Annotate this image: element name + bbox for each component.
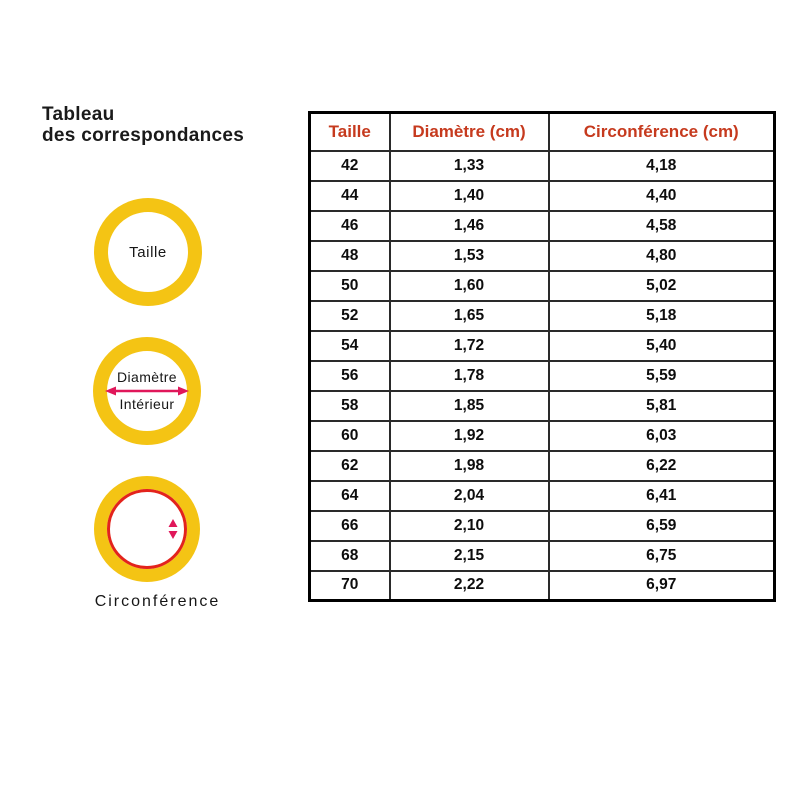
column-header: Circonférence (cm) <box>547 111 776 152</box>
table-cell: 42 <box>308 149 391 182</box>
column-header: Taille <box>308 111 391 152</box>
table-row: 48 1,53 4,80 <box>308 239 776 272</box>
table-cell: 1,53 <box>388 239 550 272</box>
table-row: 44 1,40 4,40 <box>308 179 776 212</box>
page-title-line2: des correspondances <box>42 125 245 146</box>
table-header: Taille Diamètre (cm) Circonférence (cm) <box>308 111 776 152</box>
table-row: 42 1,33 4,18 <box>308 149 776 182</box>
table-cell: 2,10 <box>388 509 550 542</box>
table-cell: 60 <box>308 419 391 452</box>
table-cell: 6,75 <box>547 539 776 572</box>
table-row: 60 1,92 6,03 <box>308 419 776 452</box>
table-row: 70 2,22 6,97 <box>308 569 776 602</box>
table-cell: 6,59 <box>547 509 776 542</box>
table-cell: 70 <box>308 569 391 602</box>
correspondence-table: Taille Diamètre (cm) Circonférence (cm) 42… <box>308 111 776 602</box>
table-row: 50 1,60 5,02 <box>308 269 776 302</box>
table-row: 56 1,78 5,59 <box>308 359 776 392</box>
table-cell: 1,40 <box>388 179 550 212</box>
table-cell: 54 <box>308 329 391 362</box>
table-cell: 6,97 <box>547 569 776 602</box>
table-row: 62 1,98 6,22 <box>308 449 776 482</box>
page-title: Tableau des correspondances <box>42 104 244 146</box>
table-cell: 1,98 <box>388 449 550 482</box>
table-cell: 1,78 <box>388 359 550 392</box>
table-cell: 56 <box>308 359 391 392</box>
inner-diameter-label-line1: Diamètre <box>117 369 177 385</box>
table-cell: 4,58 <box>547 209 776 242</box>
table-cell: 66 <box>308 509 391 542</box>
table-header-row: Taille Diamètre (cm) Circonférence (cm) <box>308 111 776 152</box>
table-cell: 5,59 <box>547 359 776 392</box>
table-cell: 1,72 <box>388 329 550 362</box>
table-cell: 5,81 <box>547 389 776 422</box>
column-header: Diamètre (cm) <box>388 111 550 152</box>
table-row: 68 2,15 6,75 <box>308 539 776 572</box>
table-cell: 6,41 <box>547 479 776 512</box>
table-cell: 50 <box>308 269 391 302</box>
table-cell: 46 <box>308 209 391 242</box>
table-body: 42 1,33 4,18 44 1,40 4,40 46 1,46 4,58 48 1,53 4,80… <box>308 149 776 602</box>
table-cell: 1,65 <box>388 299 550 332</box>
table-cell: 1,92 <box>388 419 550 452</box>
table-cell: 58 <box>308 389 391 422</box>
ring-circumference-icon <box>94 476 200 582</box>
table-cell: 2,04 <box>388 479 550 512</box>
table-cell: 1,60 <box>388 269 550 302</box>
circumference-double-arrow-icon <box>168 519 178 539</box>
table-row: 46 1,46 4,58 <box>308 209 776 242</box>
table-row: 54 1,72 5,40 <box>308 329 776 362</box>
correspondence-table-container: Taille Diamètre (cm) Circonférence (cm) 42… <box>308 111 776 602</box>
ring-size-label: Taille <box>129 243 167 261</box>
table-cell: 48 <box>308 239 391 272</box>
table-cell: 44 <box>308 179 391 212</box>
ring-inner-diameter-icon: Diamètre Intérieur <box>93 337 201 445</box>
circumference-label: Circonférence <box>94 593 221 610</box>
table-cell: 1,46 <box>388 209 550 242</box>
table-row: 52 1,65 5,18 <box>308 299 776 332</box>
table-cell: 68 <box>308 539 391 572</box>
table-row: 64 2,04 6,41 <box>308 479 776 512</box>
table-cell: 62 <box>308 449 391 482</box>
diameter-double-arrow-icon <box>105 386 189 396</box>
table-cell: 2,15 <box>388 539 550 572</box>
table-row: 58 1,85 5,81 <box>308 389 776 422</box>
table-cell: 52 <box>308 299 391 332</box>
table-cell: 6,03 <box>547 419 776 452</box>
table-cell: 5,02 <box>547 269 776 302</box>
ring-size-icon: Taille <box>94 198 202 306</box>
table-cell: 4,40 <box>547 179 776 212</box>
table-cell: 1,85 <box>388 389 550 422</box>
inner-diameter-label-line2: Intérieur <box>119 396 175 412</box>
circumference-circle-icon <box>107 489 187 569</box>
table-cell: 4,18 <box>547 149 776 182</box>
table-cell: 6,22 <box>547 449 776 482</box>
table-cell: 5,40 <box>547 329 776 362</box>
table-cell: 4,80 <box>547 239 776 272</box>
page-title-line1: Tableau <box>42 104 115 125</box>
table-cell: 2,22 <box>388 569 550 602</box>
table-cell: 1,33 <box>388 149 550 182</box>
table-cell: 5,18 <box>547 299 776 332</box>
legend-panel: Tableau des correspondances Taille Diamè… <box>0 0 300 700</box>
table-cell: 64 <box>308 479 391 512</box>
table-row: 66 2,10 6,59 <box>308 509 776 542</box>
